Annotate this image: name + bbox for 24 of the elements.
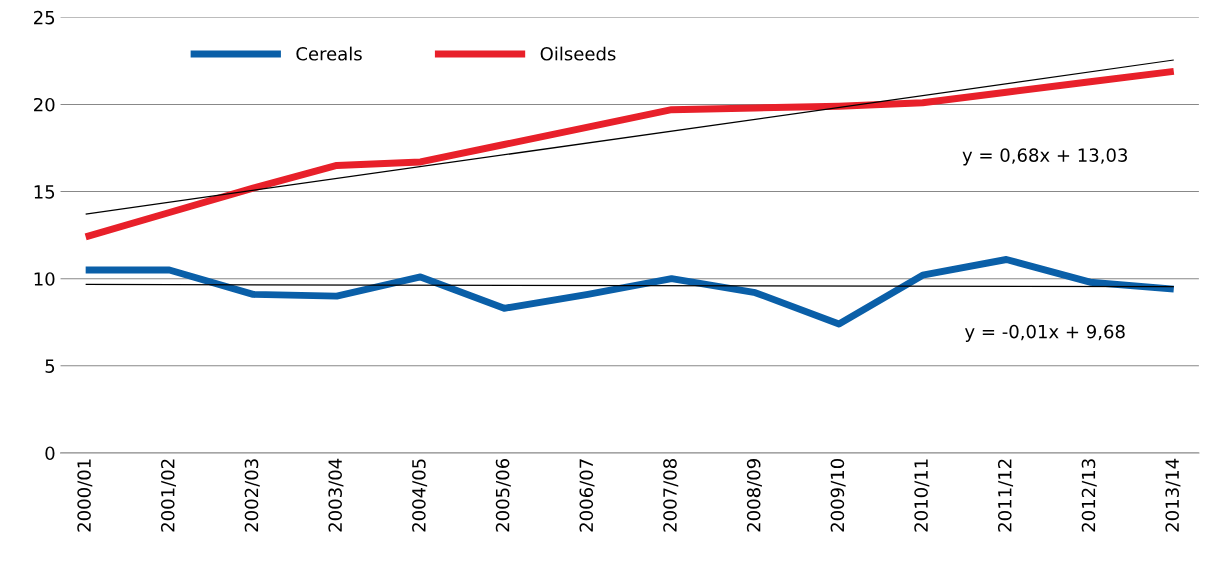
x-tick-label: 2010/11 (914, 459, 930, 532)
x-tick-label: 2003/04 (328, 458, 344, 532)
x-tick-label: 2006/07 (579, 459, 595, 532)
y-tick-label: 25 (34, 10, 55, 25)
x-tick-label: 2008/09 (746, 459, 762, 532)
y-tick-label: 10 (34, 272, 55, 286)
x-tick-label: 2005/06 (495, 458, 511, 532)
annotation: y = -0,01x + 9,68 (965, 324, 1125, 342)
y-tick-label: 5 (45, 359, 55, 373)
x-tick-label: 2012/13 (1081, 459, 1097, 532)
y-tick-label: 0 (45, 446, 55, 461)
annotation: y = 0,68x + 13,03 (962, 148, 1127, 166)
x-tick-label: 2007/08 (663, 459, 679, 532)
x-tick-label: 2004/05 (412, 459, 428, 532)
x-tick-label: 2002/03 (244, 459, 260, 532)
legend-label: Cereals (296, 46, 362, 61)
x-tick-label: 2011/12 (997, 459, 1014, 532)
x-tick-label: 2009/10 (830, 459, 846, 532)
x-tick-label: 2013/14 (1165, 458, 1181, 532)
y-tick-label: 15 (34, 185, 55, 199)
y-tick-label: 20 (34, 97, 55, 112)
legend-label: Oilseeds (540, 46, 616, 61)
x-tick-label: 2001/02 (160, 459, 177, 532)
x-tick-label: 2000/01 (77, 459, 93, 532)
